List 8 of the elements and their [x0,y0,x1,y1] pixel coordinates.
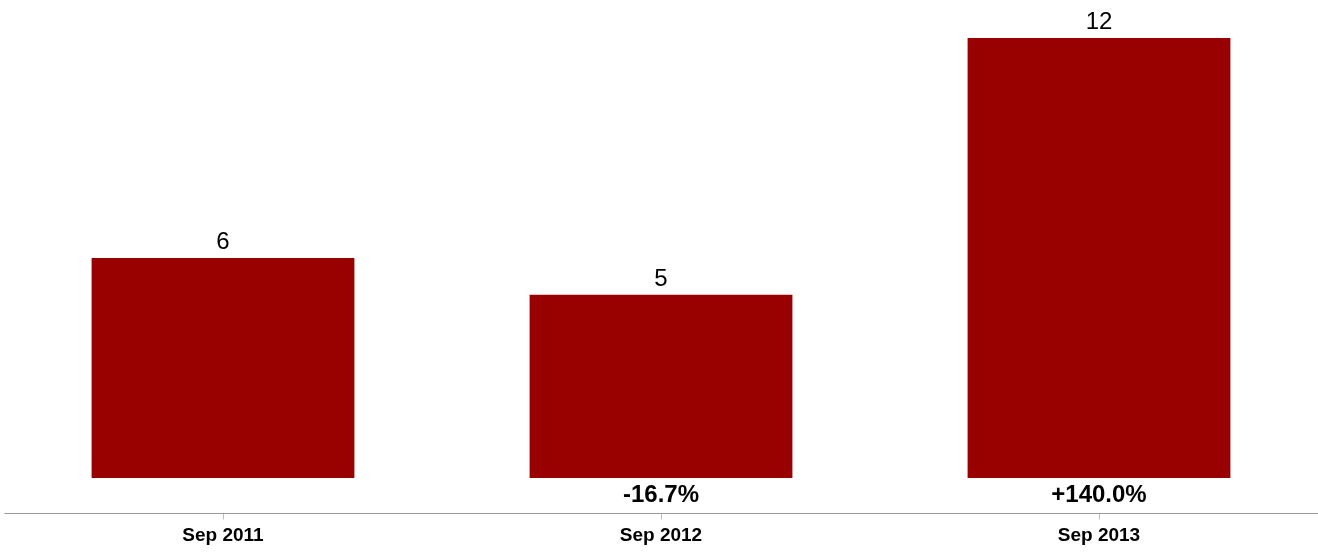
text: -16.7% [622,480,700,507]
data-label: 5 [654,263,668,291]
x-tick-label: Sep 2012 [619,523,703,545]
x-tick-label: Sep 2013 [1057,523,1141,545]
text: +140.0% [1051,480,1147,507]
data-label: 6 [216,227,230,254]
data-label: 12 [1085,7,1113,34]
x-tick-label: Sep 2011 [182,523,265,545]
